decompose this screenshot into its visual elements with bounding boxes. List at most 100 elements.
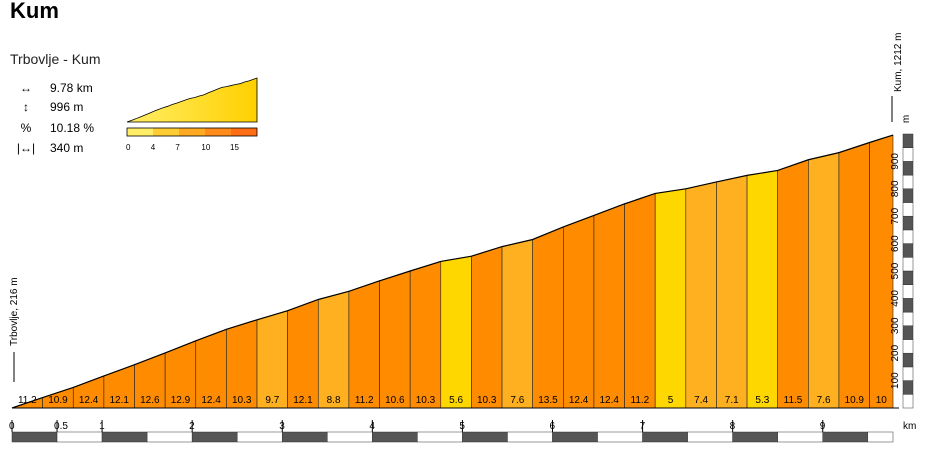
endpoint-labels: Trbovlje, 216 m Kum, 1212 m (9, 33, 904, 382)
grade-segment (746, 170, 778, 409)
chart-title: Kum (10, 0, 59, 23)
grade-label: 10.3 (232, 395, 252, 406)
y-scale-block (902, 352, 914, 368)
stat-interval-value: 340 m (50, 141, 84, 155)
grade-label: 12.4 (79, 395, 99, 406)
x-tick-label: 9 (820, 421, 826, 432)
y-scale-block (902, 270, 914, 285)
grade-label: 10.3 (477, 395, 497, 406)
y-scale-block (902, 188, 914, 203)
legend-frame (126, 127, 258, 137)
legend-swatch (179, 128, 205, 136)
grade-label: 10.9 (48, 395, 68, 406)
x-scale-block (236, 431, 283, 443)
y-scale-block (902, 243, 914, 258)
y-tick-label: 600 (890, 235, 901, 252)
y-scale-block (902, 215, 914, 231)
grade-label: 11.5 (784, 395, 803, 406)
stat-distance: ↔ 9.78 km (14, 81, 93, 95)
stat-interval: |↔| 340 m (14, 141, 83, 155)
grade-segment (685, 181, 717, 409)
legend-tick-label: 4 (151, 143, 156, 152)
y-scale-block (902, 284, 914, 299)
x-scale-block (552, 431, 598, 443)
grade-label: 11.2 (355, 395, 374, 406)
grade-label: 13.5 (538, 395, 558, 406)
grade-label: 12.4 (600, 395, 620, 406)
x-tick-label: 6 (549, 421, 555, 432)
y-scale-block (902, 257, 914, 272)
y-scale-block (902, 394, 914, 409)
grade-label: 7.1 (725, 395, 739, 406)
grade-segment (654, 188, 687, 409)
y-scale-block (902, 311, 914, 327)
end-label: Kum, 1212 m (893, 33, 904, 92)
x-unit-label: km (903, 421, 916, 432)
grade-segment (256, 310, 288, 409)
y-scale-block (902, 174, 914, 190)
y-tick-label: 500 (890, 262, 901, 279)
grade-label: 7.6 (817, 395, 831, 406)
grade-segment (103, 364, 135, 409)
start-label: Trbovlje, 216 m (9, 277, 20, 346)
profile-outline (11, 134, 894, 409)
x-tick-label: 8 (730, 421, 736, 432)
y-scale-block (902, 133, 914, 148)
y-scale-block (902, 298, 914, 313)
grade-segment (593, 203, 625, 409)
x-scale-block (867, 431, 894, 443)
x-tick-label: 4 (369, 421, 375, 432)
grade-label: 11.2 (18, 395, 37, 406)
x-tick-label: 0.5 (54, 421, 68, 432)
grade-segment (11, 397, 43, 409)
grade-label: 8.8 (327, 395, 341, 406)
y-tick-label: 300 (890, 317, 901, 334)
y-scale-block (902, 366, 914, 381)
x-scale-block (281, 431, 328, 443)
stat-grade-value: 10.18 % (50, 121, 95, 135)
grade-label: 10.6 (385, 395, 405, 406)
grade-label: 9.7 (265, 395, 279, 406)
stat-distance-value: 9.78 km (50, 81, 93, 95)
x-scale-block (11, 431, 58, 443)
grade-segment (624, 193, 656, 409)
y-scale-block (902, 147, 914, 162)
x-tick-label: 1 (99, 421, 105, 432)
grade-segment (287, 299, 319, 409)
legend-swatch (153, 128, 179, 136)
grade-label: 10.3 (416, 395, 436, 406)
percent-icon: % (20, 121, 32, 135)
x-scale-block (462, 431, 508, 443)
x-axis-scale: 0 0.5 1 2 3 4 5 6 7 8 9 km (9, 420, 916, 443)
y-tick-label: 900 (890, 153, 901, 170)
grade-label: 12.4 (569, 395, 589, 406)
y-scale-block (902, 161, 914, 176)
grade-segment (195, 328, 227, 409)
y-tick-label: 700 (890, 207, 901, 224)
grade-segment (134, 352, 166, 409)
grade-label: 7.6 (510, 395, 524, 406)
grade-segment (440, 255, 472, 409)
x-scale-block (372, 431, 418, 443)
grade-label: 12.6 (140, 395, 160, 406)
grade-segments: 11.2 10.9 12.4 12.1 12.6 12.9 12.4 10.3 9.7 12.1 8… (11, 134, 894, 409)
x-scale-block (191, 431, 238, 443)
grade-segment (777, 159, 809, 409)
stat-elevation: ↕ 996 m (14, 100, 83, 114)
legend-tick-label: 10 (201, 143, 210, 152)
legend-swatch (231, 128, 257, 136)
grade-label: 12.4 (201, 395, 221, 406)
x-scale-block (597, 431, 643, 443)
grade-label: 11.2 (631, 395, 650, 406)
x-scale-block (642, 431, 688, 443)
y-scale-block (902, 202, 914, 217)
legend-tick-label: 15 (230, 143, 239, 152)
grade-label: 7.4 (694, 395, 708, 406)
grade-label: 10 (876, 395, 888, 406)
y-tick-label: 200 (890, 344, 901, 361)
grade-segment (563, 214, 595, 409)
horizontal-arrow-icon: ↔ (20, 81, 32, 95)
grade-segment (42, 387, 74, 409)
y-axis-scale: 100 200 300 400 500 600 700 800 900 m (890, 115, 914, 409)
grade-segment (716, 175, 748, 409)
